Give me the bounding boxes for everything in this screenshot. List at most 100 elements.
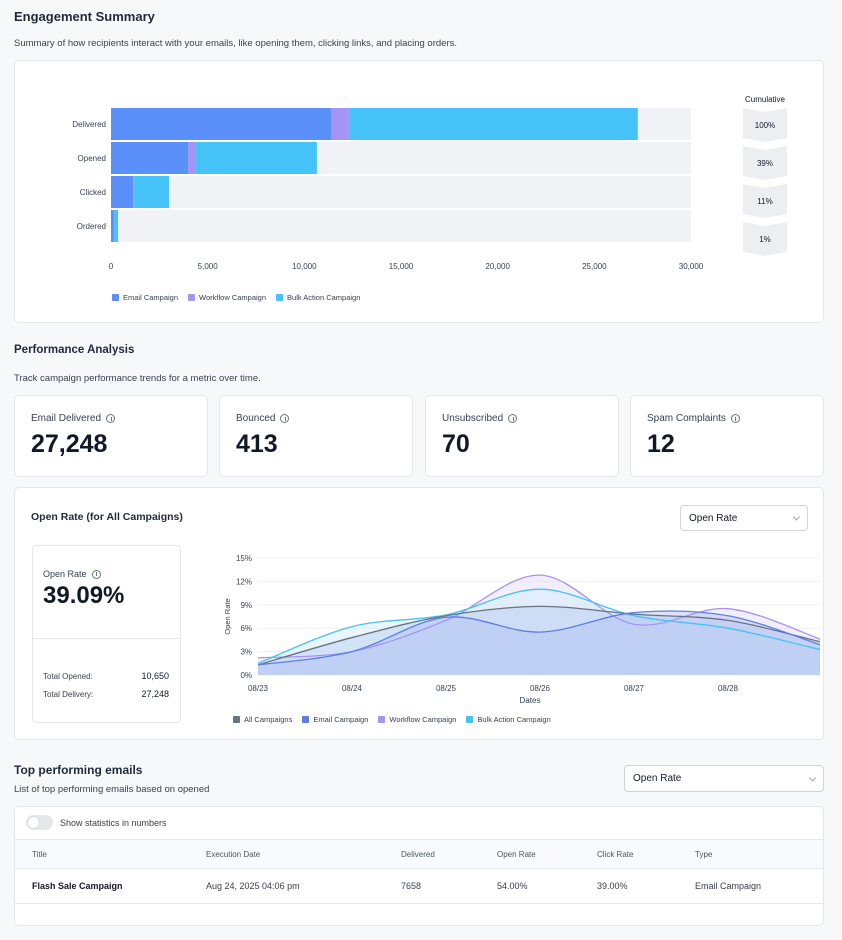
bar-segment bbox=[133, 176, 135, 208]
bar-segment bbox=[114, 210, 118, 242]
open-rate-chart: 0% 3% 6% 9% 12% 15% 08/23 08/24 08/25 08/26 08/27 0… bbox=[223, 554, 820, 705]
x-tick-label: 08/23 bbox=[248, 684, 269, 693]
legend-label: Bulk Action Campaign bbox=[287, 293, 361, 302]
series-area bbox=[258, 575, 820, 675]
stat-label: Email Delivered bbox=[31, 413, 102, 424]
legend-item[interactable]: Bulk Action Campaign bbox=[466, 715, 551, 724]
series-line bbox=[257, 610, 820, 666]
x-tick-label: 30,000 bbox=[679, 262, 704, 271]
cumulative-value: 1% bbox=[759, 235, 771, 244]
info-icon[interactable] bbox=[91, 569, 101, 579]
series-line bbox=[257, 605, 820, 666]
total-opened-value: 10,650 bbox=[141, 671, 169, 681]
cumulative-badge bbox=[743, 108, 787, 142]
click-rate-value: 39.00% bbox=[597, 881, 628, 891]
bar-segment bbox=[134, 176, 169, 208]
y-tick-label: 12% bbox=[236, 577, 252, 586]
divider bbox=[15, 868, 823, 869]
legend-item[interactable]: Workflow Campaign bbox=[188, 293, 266, 302]
stat-value: 27,248 bbox=[31, 430, 108, 458]
top-emails-metric-select[interactable]: Open Rate bbox=[624, 765, 824, 792]
info-icon[interactable] bbox=[280, 414, 290, 423]
x-tick-label: 20,000 bbox=[485, 262, 510, 271]
x-tick-label: 25,000 bbox=[582, 262, 607, 271]
x-tick-label: 08/25 bbox=[436, 684, 457, 693]
stat-value: 70 bbox=[442, 430, 470, 458]
bar-segment bbox=[111, 176, 134, 208]
statistics-toggle[interactable] bbox=[26, 815, 53, 830]
cumulative-badge bbox=[743, 184, 787, 218]
x-tick-label: 08/26 bbox=[530, 684, 551, 693]
cumulative-value: 39% bbox=[757, 159, 773, 168]
bar-segment bbox=[111, 108, 332, 140]
engagement-description: Summary of how recipients interact with … bbox=[14, 38, 458, 49]
summary-value: 39.09% bbox=[43, 582, 125, 609]
campaign-type: Email Campaign bbox=[695, 881, 762, 891]
legend-item[interactable]: Email Campaign bbox=[302, 715, 368, 724]
legend-label: Workflow Campaign bbox=[389, 715, 457, 724]
info-icon[interactable] bbox=[106, 414, 116, 423]
category-label: Clicked bbox=[80, 188, 106, 197]
open-rate-value: 54.00% bbox=[497, 881, 528, 891]
open-rate-legend: All Campaigns Email Campaign Workflow Camp… bbox=[233, 715, 551, 724]
category-label: Opened bbox=[78, 154, 106, 163]
x-axis-label: Dates bbox=[520, 696, 541, 705]
column-header[interactable]: Click Rate bbox=[597, 850, 634, 859]
engagement-card: Delivered Opened Clicked Ordered 0 5,000 10,00… bbox=[14, 60, 824, 323]
legend-swatch bbox=[188, 294, 196, 301]
series-area bbox=[258, 606, 820, 675]
divider bbox=[15, 903, 823, 904]
info-icon[interactable] bbox=[730, 414, 740, 423]
open-rate-card: Open Rate (for All Campaigns) Open Rate … bbox=[14, 487, 824, 740]
column-header[interactable]: Type bbox=[695, 850, 713, 859]
legend-swatch bbox=[466, 716, 474, 723]
cumulative-badge bbox=[743, 222, 787, 256]
email-title[interactable]: Flash Sale Campaign bbox=[32, 881, 123, 891]
stat-label: Bounced bbox=[236, 413, 276, 424]
cumulative-badge bbox=[743, 146, 787, 180]
legend-item[interactable]: Bulk Action Campaign bbox=[276, 293, 360, 302]
column-header[interactable]: Delivered bbox=[401, 850, 435, 859]
column-header[interactable]: Open Rate bbox=[497, 850, 536, 859]
total-opened-label: Total Opened: bbox=[43, 672, 93, 681]
bar-segment bbox=[331, 108, 349, 140]
bar-segment bbox=[188, 142, 196, 174]
legend-label: Workflow Campaign bbox=[199, 293, 267, 302]
table-row[interactable]: Flash Sale Campaign Aug 24, 2025 04:06 p… bbox=[15, 869, 823, 903]
column-header[interactable]: Title bbox=[32, 850, 47, 859]
y-tick-label: 0% bbox=[240, 671, 252, 680]
engagement-title: Engagement Summary bbox=[14, 9, 155, 24]
legend-label: All Campaigns bbox=[244, 715, 293, 724]
column-header[interactable]: Execution Date bbox=[206, 850, 261, 859]
x-tick-label: 0 bbox=[109, 262, 114, 271]
bar-track bbox=[111, 210, 691, 242]
legend-label: Email Campaign bbox=[123, 293, 179, 302]
y-tick-label: 6% bbox=[240, 624, 252, 633]
top-emails-table: Show statistics in numbers Title Executi… bbox=[14, 806, 824, 926]
bar-track bbox=[111, 176, 691, 208]
legend-swatch bbox=[302, 716, 310, 723]
y-axis-label: Open Rate bbox=[223, 598, 232, 634]
legend-label: Bulk Action Campaign bbox=[477, 715, 551, 724]
series-area bbox=[258, 610, 820, 675]
legend-item[interactable]: All Campaigns bbox=[233, 715, 292, 724]
open-rate-metric-select[interactable]: Open Rate bbox=[680, 505, 808, 531]
divider bbox=[33, 638, 180, 639]
x-tick-label: 15,000 bbox=[389, 262, 414, 271]
stat-value: 413 bbox=[236, 430, 278, 458]
cumulative-value: 11% bbox=[757, 197, 772, 206]
top-emails-description: List of top performing emails based on o… bbox=[14, 784, 210, 795]
legend-swatch bbox=[112, 294, 119, 301]
stat-label: Spam Complaints bbox=[647, 413, 726, 424]
stat-value: 12 bbox=[647, 430, 675, 458]
performance-title: Performance Analysis bbox=[14, 344, 135, 356]
info-icon[interactable] bbox=[508, 414, 518, 423]
legend-item[interactable]: Workflow Campaign bbox=[378, 715, 456, 724]
summary-label: Open Rate bbox=[43, 569, 87, 579]
cumulative-value: 100% bbox=[755, 121, 775, 130]
legend-item[interactable]: Email Campaign bbox=[112, 293, 178, 302]
delivered-count: 7658 bbox=[401, 881, 422, 891]
select-value: Open Rate bbox=[689, 512, 738, 524]
top-emails-title: Top performing emails bbox=[14, 763, 143, 777]
category-label: Ordered bbox=[77, 222, 106, 231]
